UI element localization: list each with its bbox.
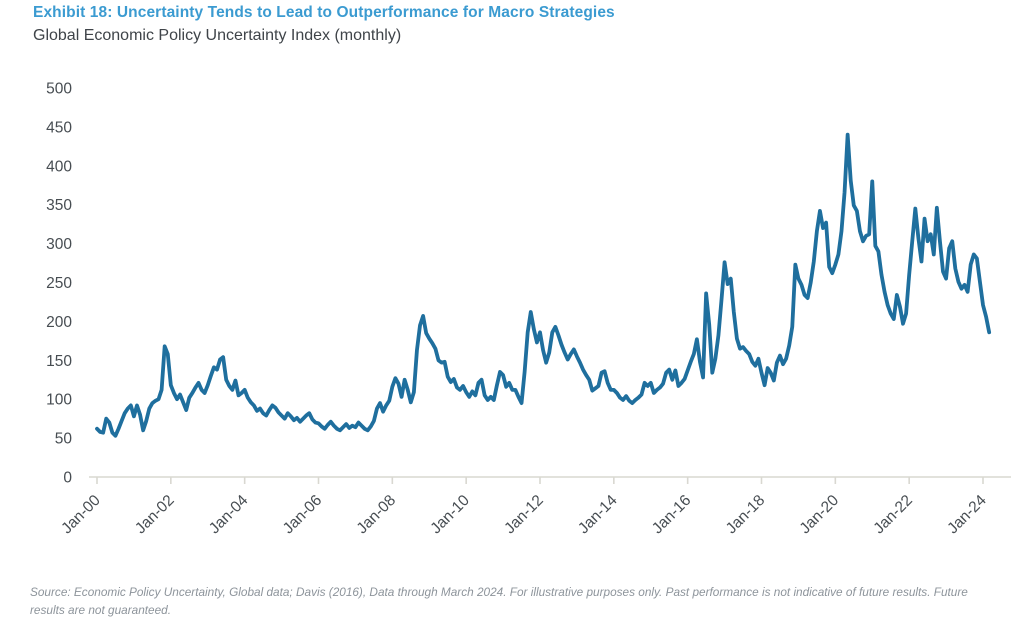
- x-tick-label: Jan-08: [354, 492, 400, 538]
- y-tick-label: 150: [46, 353, 72, 370]
- x-tick-label: Jan-00: [58, 492, 104, 538]
- y-tick-label: 50: [55, 431, 73, 448]
- x-tick-label: Jan-12: [501, 492, 547, 538]
- y-tick-label: 0: [63, 470, 72, 487]
- y-tick-label: 250: [46, 275, 72, 292]
- y-tick-label: 450: [46, 119, 72, 136]
- source-note: Source: Economic Policy Uncertainty, Glo…: [30, 585, 968, 618]
- y-tick-label: 200: [46, 314, 72, 331]
- x-tick-label: Jan-22: [870, 492, 916, 538]
- x-tick-label: Jan-06: [280, 492, 326, 538]
- y-tick-label: 100: [46, 392, 72, 409]
- x-tick-label: Jan-18: [723, 492, 769, 538]
- x-tick-label: Jan-04: [206, 492, 252, 538]
- y-tick-label: 300: [46, 236, 72, 253]
- x-tick-label: Jan-14: [575, 492, 621, 538]
- x-tick-label: Jan-20: [797, 492, 843, 538]
- x-tick-label: Jan-16: [649, 492, 695, 538]
- y-tick-label: 500: [46, 81, 72, 98]
- uncertainty-index-series-line: [95, 132, 992, 438]
- y-tick-label: 400: [46, 158, 72, 175]
- x-tick-label: Jan-10: [427, 492, 473, 538]
- exhibit-title: Exhibit 18: Uncertainty Tends to Lead to…: [33, 4, 615, 21]
- chart-subtitle: Global Economic Policy Uncertainty Index…: [33, 27, 402, 44]
- x-tick-label: Jan-24: [944, 492, 990, 538]
- x-tick-label: Jan-02: [132, 492, 178, 538]
- y-tick-label: 350: [46, 197, 72, 214]
- uncertainty-index-line-chart: Jan-00 Jan-02 Jan-04 Jan-06 Jan-08 Jan-10 Jan-…: [46, 81, 1011, 538]
